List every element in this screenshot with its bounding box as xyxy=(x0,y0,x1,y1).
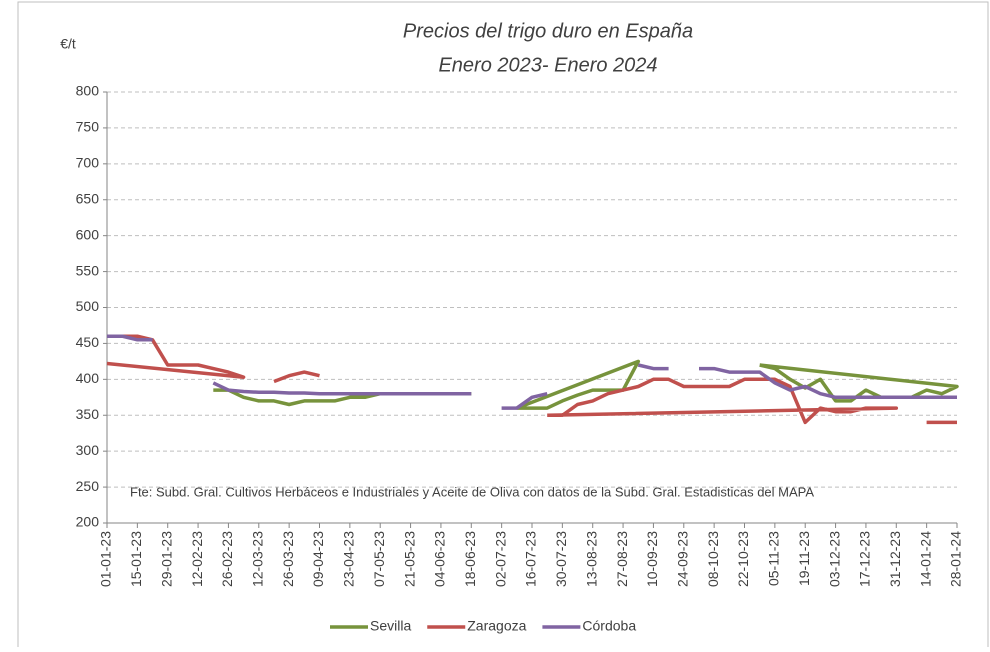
x-tick-label: 04-06-23 xyxy=(432,531,448,587)
y-tick-label: 500 xyxy=(76,298,100,314)
y-tick-label: 400 xyxy=(76,370,100,386)
x-tick-label: 09-04-23 xyxy=(310,531,326,587)
y-tick-label: 200 xyxy=(76,514,100,530)
x-tick-label: 01-01-23 xyxy=(98,531,114,587)
legend-label: Córdoba xyxy=(582,618,636,634)
x-tick-label: 26-03-23 xyxy=(280,531,296,587)
x-tick-label: 13-08-23 xyxy=(583,531,599,587)
x-tick-label: 05-11-23 xyxy=(766,531,782,586)
x-tick-label: 27-08-23 xyxy=(614,531,630,587)
chart-title: Precios del trigo duro en España xyxy=(403,20,693,42)
y-tick-label: 450 xyxy=(76,334,100,350)
y-tick-label: 650 xyxy=(76,190,100,206)
x-tick-label: 24-09-23 xyxy=(674,531,690,587)
legend-label: Zaragoza xyxy=(467,618,526,634)
x-tick-label: 03-12-23 xyxy=(826,531,842,587)
legend-label: Sevilla xyxy=(370,618,411,634)
x-tick-label: 29-01-23 xyxy=(158,531,174,587)
y-tick-label: 300 xyxy=(76,442,100,458)
source-note: Fte: Subd. Gral. Cultivos Herbáceos e In… xyxy=(130,484,814,499)
x-tick-label: 02-07-23 xyxy=(492,531,508,587)
plot xyxy=(106,334,959,425)
y-tick-label: 750 xyxy=(76,119,100,135)
y-axis-label: €/t xyxy=(60,36,76,52)
legend: Sevilla Zaragoza Córdoba xyxy=(330,618,636,634)
x-tick-label: 12-03-23 xyxy=(249,531,265,587)
x-tick-label: 12-02-23 xyxy=(189,531,205,587)
x-tick-label: 23-04-23 xyxy=(341,531,357,587)
x-tick-label: 26-02-23 xyxy=(219,531,235,587)
y-tick-label: 550 xyxy=(76,262,100,278)
series-line xyxy=(106,334,957,425)
grid xyxy=(103,91,958,528)
x-tick-label: 17-12-23 xyxy=(857,531,873,587)
chart-subtitle: Enero 2023- Enero 2024 xyxy=(438,54,657,76)
y-tick-label: 800 xyxy=(76,83,100,99)
x-tick-label: 14-01-24 xyxy=(917,531,933,587)
y-tick-label: 600 xyxy=(76,226,100,242)
x-tick-label: 28-01-24 xyxy=(948,531,964,587)
x-tick-label: 31-12-23 xyxy=(887,531,903,587)
x-tick-label: 08-10-23 xyxy=(705,531,721,587)
x-tick-label: 15-01-23 xyxy=(128,531,144,587)
x-tick-label: 16-07-23 xyxy=(523,531,539,587)
x-tick-label: 22-10-23 xyxy=(735,531,751,587)
x-tick-label: 30-07-23 xyxy=(553,531,569,587)
y-tick-label: 250 xyxy=(76,478,100,494)
x-tick-label: 07-05-23 xyxy=(371,531,387,587)
x-tick-label: 19-11-23 xyxy=(796,531,812,586)
x-tick-label: 10-09-23 xyxy=(644,531,660,587)
y-tick-label: 350 xyxy=(76,406,100,422)
chart-frame xyxy=(17,1,989,652)
x-tick-label: 21-05-23 xyxy=(401,531,417,587)
y-tick-label: 700 xyxy=(76,155,100,171)
series-line xyxy=(107,334,957,410)
x-tick-label: 18-06-23 xyxy=(462,531,478,587)
